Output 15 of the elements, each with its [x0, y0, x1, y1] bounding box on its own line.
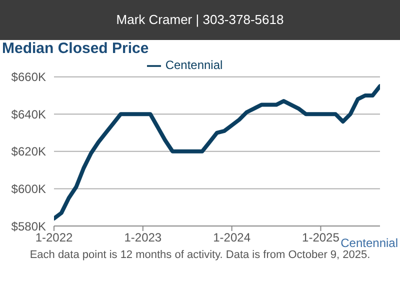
- x-tick-label: 1-2023: [124, 230, 162, 245]
- y-tick-label: $600K: [11, 182, 46, 196]
- y-tick-label: $660K: [11, 70, 46, 84]
- text: Centennial: [340, 236, 398, 250]
- legend-label: Centennial: [165, 58, 223, 72]
- text: Each data point is 12 months of activity. Data is from October 9, 2025.: [28, 249, 372, 261]
- line-series: [54, 84, 380, 221]
- chart-title: Median Closed Price: [2, 40, 149, 57]
- x-tick-label: 1-2022: [35, 230, 74, 245]
- y-tick-label: $640K: [11, 107, 46, 122]
- y-tick-label: $620K: [11, 144, 46, 159]
- x-tick-label: 1-2024: [213, 230, 251, 245]
- y-tick-label: $580K: [11, 219, 46, 234]
- text: Mark Cramer | 303-378-5618: [0, 0, 400, 40]
- x-tick-label: 1-2025: [302, 230, 340, 245]
